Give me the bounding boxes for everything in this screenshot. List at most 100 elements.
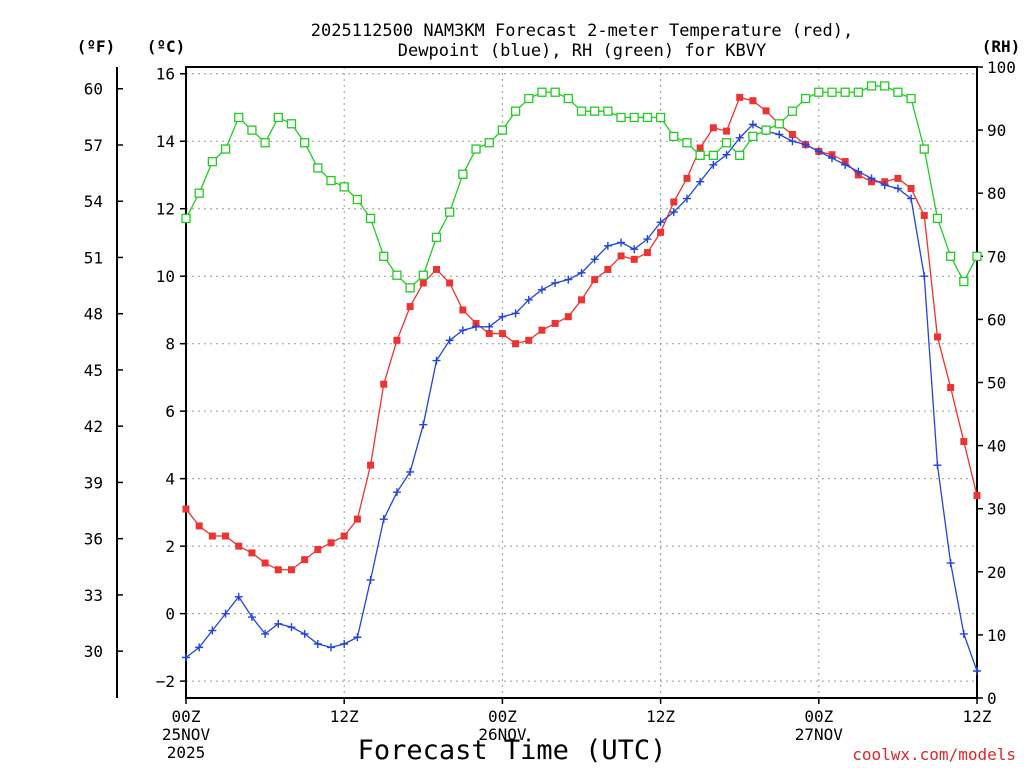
dewpoint-point xyxy=(630,245,639,254)
rh-point xyxy=(787,106,798,116)
rh-point xyxy=(405,283,415,293)
rh-point xyxy=(748,131,758,142)
dewpoint-point xyxy=(880,181,889,190)
rh-point xyxy=(247,125,257,135)
2-meter-temperature-point xyxy=(432,265,440,273)
fahrenheit-tick-label: 39 xyxy=(84,473,103,492)
2-meter-temperature-point xyxy=(512,340,520,348)
2-meter-temperature-point xyxy=(340,532,348,540)
dewpoint-point xyxy=(445,336,454,345)
2-meter-temperature-point xyxy=(301,556,309,564)
rh-tick-label: 40 xyxy=(987,437,1006,456)
2-meter-temperature-point xyxy=(367,461,375,469)
2-meter-temperature-point xyxy=(947,384,955,392)
rh-point xyxy=(352,194,363,205)
dewpoint-point xyxy=(208,626,217,635)
celsius-tick-label: 14 xyxy=(156,132,175,151)
fahrenheit-tick-label: 57 xyxy=(84,136,103,155)
2-meter-temperature-point xyxy=(617,252,625,260)
rh-tick-label: 50 xyxy=(987,374,1006,393)
dewpoint-point xyxy=(946,559,955,568)
2-meter-temperature-point xyxy=(749,97,757,105)
x-tick-label: 12Z xyxy=(330,707,359,726)
rh-point xyxy=(603,106,613,116)
2-meter-temperature-point xyxy=(894,174,902,182)
rh-point xyxy=(800,93,811,104)
rh-point xyxy=(906,93,916,104)
dewpoint-point xyxy=(854,167,863,176)
2-meter-temperature-point xyxy=(314,546,322,554)
2-meter-temperature-point xyxy=(446,279,454,287)
rh-point xyxy=(458,169,468,179)
rh-point xyxy=(497,125,508,135)
rh-tick-label: 0 xyxy=(987,689,997,708)
2-meter-temperature-point xyxy=(393,336,401,344)
dewpoint-point xyxy=(564,275,573,284)
dewpoint-point xyxy=(920,272,929,281)
dewpoint-point xyxy=(287,623,296,632)
celsius-tick-label: 4 xyxy=(165,470,175,489)
rh-point xyxy=(919,144,929,154)
rh-tick-label: 30 xyxy=(987,500,1006,519)
rh-point xyxy=(471,144,481,154)
rh-point xyxy=(840,87,850,97)
dewpoint-point xyxy=(814,147,823,156)
rh-point xyxy=(313,163,323,173)
x-axis-label: Forecast Time (UTC) xyxy=(358,735,667,766)
rh-point xyxy=(181,213,191,224)
dewpoint-point xyxy=(247,613,256,622)
chart-title-line2: Dewpoint (blue), RH (green) for KBVY xyxy=(398,41,766,61)
2-meter-temperature-point xyxy=(485,330,493,338)
2-meter-temperature-point xyxy=(353,515,361,523)
2-meter-temperature-point xyxy=(222,532,230,540)
2-meter-temperature-point xyxy=(248,549,256,557)
dewpoint-point xyxy=(656,218,665,227)
fahrenheit-tick-label: 45 xyxy=(84,361,103,380)
celsius-tick-label: 12 xyxy=(156,200,175,219)
x-tick-label: 00Z xyxy=(172,707,201,726)
dewpoint-point xyxy=(867,174,876,183)
rh-point xyxy=(484,138,494,148)
2-meter-temperature-point xyxy=(419,279,427,287)
credit-label: coolwx.com/models xyxy=(852,745,1016,764)
2-meter-temperature-point xyxy=(182,505,190,513)
rh-point xyxy=(669,131,679,142)
dewpoint-point xyxy=(709,160,718,169)
dewpoint-point xyxy=(458,326,467,335)
grid-lines xyxy=(186,67,977,698)
2-meter-temperature-point xyxy=(788,130,796,138)
rh-point xyxy=(207,156,218,167)
celsius-tick-label: 10 xyxy=(156,267,175,286)
rh-point xyxy=(339,182,349,192)
dewpoint-point xyxy=(788,137,797,146)
rh-point xyxy=(761,125,771,135)
rh-point xyxy=(273,112,283,123)
dewpoint-point xyxy=(392,488,401,497)
dewpoint-line xyxy=(185,123,978,672)
dewpoint-point xyxy=(313,640,322,649)
dewpoint-point xyxy=(366,575,375,584)
rh-point xyxy=(972,251,982,261)
2-meter-temperature-point xyxy=(696,144,704,152)
2-meter-temperature-point xyxy=(327,539,335,547)
dewpoint-point xyxy=(353,633,362,642)
rh-point xyxy=(418,270,428,280)
2-meter-temperature-point xyxy=(630,255,638,263)
dewpoint-point xyxy=(669,208,678,217)
fahrenheit-tick-label: 48 xyxy=(84,305,103,324)
rh-line xyxy=(185,85,978,289)
dewpoint-point xyxy=(261,629,270,638)
dewpoint-point xyxy=(379,515,388,524)
rh-point xyxy=(260,138,270,148)
rh-point xyxy=(510,106,521,116)
2-meter-temperature-point xyxy=(960,438,968,446)
2-meter-temperature-point xyxy=(261,559,269,567)
dewpoint-point xyxy=(643,235,652,244)
rh-point xyxy=(524,93,534,104)
rh-point xyxy=(932,213,943,224)
dewpoint-point xyxy=(524,295,533,304)
fahrenheit-tick-label: 30 xyxy=(84,642,103,661)
rh-point xyxy=(880,81,890,91)
rh-point xyxy=(655,112,666,123)
